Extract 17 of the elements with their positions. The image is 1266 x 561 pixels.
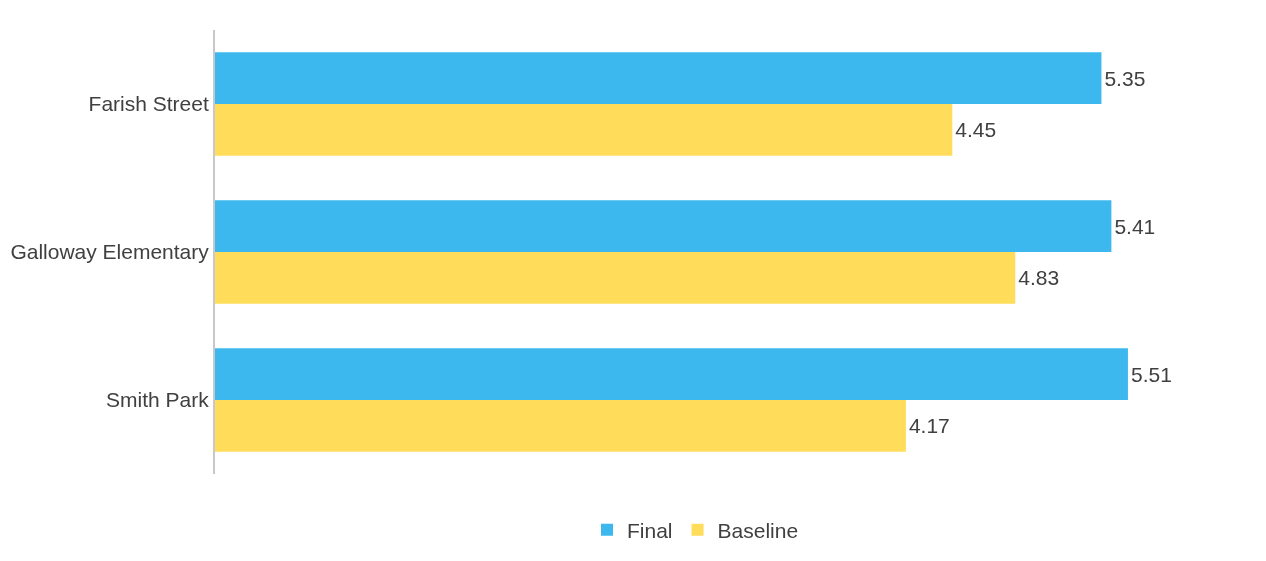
y-tick-label: Galloway Elementary bbox=[10, 240, 210, 264]
legend-label: Baseline bbox=[717, 518, 799, 542]
data-label: 4.17 bbox=[908, 414, 950, 438]
bar bbox=[215, 252, 1016, 304]
bar bbox=[215, 52, 1102, 104]
bar bbox=[215, 348, 1128, 400]
data-label: 5.51 bbox=[1130, 362, 1172, 386]
data-label: 5.41 bbox=[1114, 214, 1156, 238]
y-tick-label: Smith Park bbox=[106, 388, 210, 412]
bar bbox=[215, 200, 1112, 252]
data-label: 4.45 bbox=[955, 118, 997, 142]
data-label: 5.35 bbox=[1104, 66, 1146, 90]
y-tick-label: Farish Street bbox=[88, 92, 209, 116]
data-label: 4.83 bbox=[1018, 266, 1060, 290]
bar bbox=[215, 104, 953, 156]
legend-label: Final bbox=[627, 518, 673, 542]
bar bbox=[215, 400, 906, 452]
